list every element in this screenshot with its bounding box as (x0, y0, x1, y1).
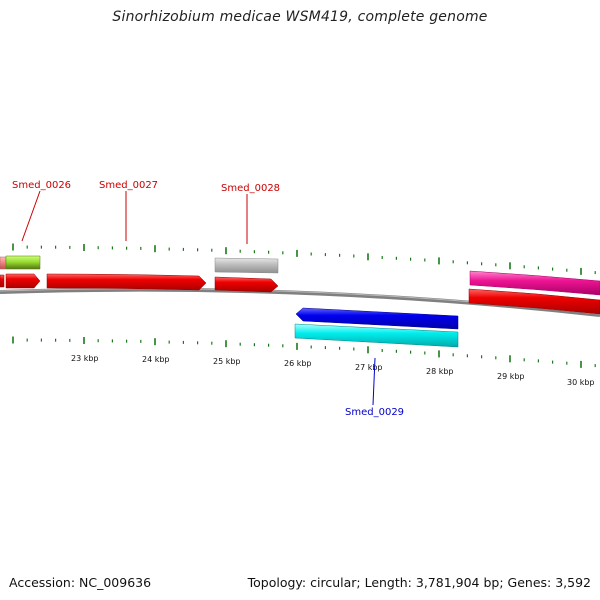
scale-label-29kbp: 29 kbp (497, 372, 525, 381)
feature-cds-smed-0029 (295, 307, 459, 330)
map-title: Sinorhizobium medicae WSM419, complete g… (112, 9, 488, 25)
genome-summary-text: Topology: circular; Length: 3,781,904 bp… (247, 575, 591, 590)
scale-label-25kbp: 25 kbp (213, 357, 241, 366)
inner-tick-ring (12, 336, 596, 368)
feature-cds-smed-0026 (0, 274, 5, 288)
genome-backbone (0, 287, 600, 317)
feature-cog-salmon (0, 256, 7, 270)
accession-text: Accession: NC_009636 (9, 575, 152, 590)
scale-label-30kbp: 30 kbp (567, 378, 595, 387)
feature-cog-green (5, 255, 41, 270)
feature-cds-smed-0028 (214, 276, 279, 293)
gene-label-smed-0027[interactable]: Smed_0027 (99, 180, 158, 191)
feature-cds-smed-0027 (46, 273, 207, 291)
feature-cog-cyan (294, 323, 459, 348)
scale-label-24kbp: 24 kbp (142, 355, 170, 364)
scale-label-28kbp: 28 kbp (426, 367, 454, 376)
feature-cds-right (468, 288, 600, 315)
leader-smed-0026 (21, 190, 41, 242)
feature-cds-smed-0026b (5, 273, 41, 289)
gene-label-smed-0026[interactable]: Smed_0026 (12, 180, 71, 191)
feature-cog-pink (469, 270, 600, 296)
outer-tick-ring (12, 243, 596, 275)
feature-cog-gray (214, 257, 279, 274)
scale-label-26kbp: 26 kbp (284, 359, 312, 368)
scale-label-27kbp: 27 kbp (355, 363, 383, 372)
gene-label-smed-0028[interactable]: Smed_0028 (221, 183, 280, 194)
gene-label-smed-0029[interactable]: Smed_0029 (345, 407, 404, 418)
scale-label-23kbp: 23 kbp (71, 354, 99, 363)
leader-smed-0029 (372, 357, 376, 406)
